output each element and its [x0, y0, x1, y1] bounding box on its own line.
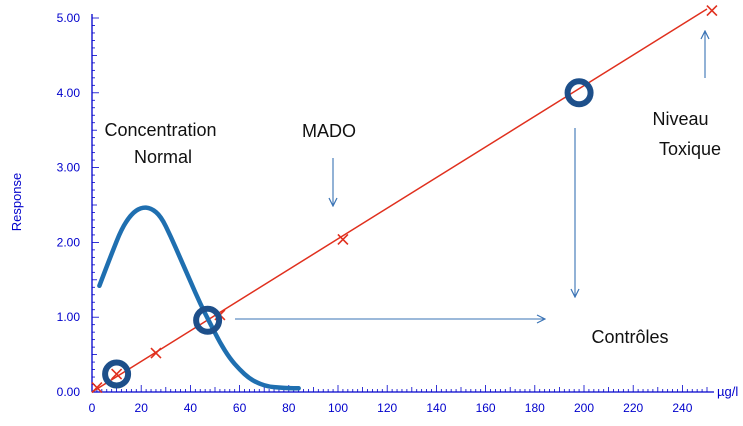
x-tick-label: 180 [525, 401, 545, 415]
y-tick-label: 5.00 [57, 11, 81, 25]
standard-marker [111, 368, 123, 380]
x-tick-label: 60 [233, 401, 247, 415]
annotation-controles: Contrôles [591, 327, 668, 347]
x-tick-label: 120 [377, 401, 397, 415]
annotations: Concentration Normal MADO Niveau Toxique… [104, 109, 721, 347]
annotation-controles-line-1: Contrôles [591, 327, 668, 347]
annotation-arrows [235, 31, 705, 319]
x-tick-label: 100 [328, 401, 348, 415]
calibration-line [91, 8, 708, 393]
x-tick-label: 0 [89, 401, 96, 415]
annotation-toxique-line-1: Niveau [652, 109, 708, 129]
annotation-toxique: Niveau Toxique [652, 109, 721, 159]
y-tick-label: 1.00 [57, 310, 81, 324]
standard-marker [337, 233, 349, 245]
normal-distribution-curve [97, 205, 301, 391]
control-point-ring [193, 305, 223, 335]
y-minor-ticks [92, 17, 99, 393]
standard-marker [150, 347, 162, 359]
control-point-ring [102, 359, 132, 389]
annotation-toxique-line-2: Toxique [659, 139, 721, 159]
y-tick-label: 0.00 [57, 385, 81, 399]
y-axis-title: Response [9, 173, 24, 232]
annotation-mado-line-1: MADO [302, 121, 356, 141]
x-axis-title: µg/l [717, 384, 738, 399]
standard-marker [706, 4, 718, 17]
x-tick-label: 240 [672, 401, 692, 415]
x-tick-label: 80 [282, 401, 296, 415]
x-tick-label: 160 [476, 401, 496, 415]
annotation-concentration-line-2: Normal [134, 147, 192, 167]
standard-marker [91, 381, 103, 394]
plot-area [91, 4, 718, 394]
y-tick-label: 3.00 [57, 161, 81, 175]
x-tick-label: 140 [426, 401, 446, 415]
control-point-ring [564, 78, 594, 108]
y-tick-label: 4.00 [57, 86, 81, 100]
annotation-concentration-line-1: Concentration [104, 120, 216, 140]
annotation-concentration: Concentration Normal [104, 120, 221, 167]
x-minor-ticks [91, 385, 708, 392]
x-tick-label: 220 [623, 401, 643, 415]
x-tick-label: 200 [574, 401, 594, 415]
annotation-mado: MADO [302, 121, 356, 141]
y-tick-labels: 0.00 1.00 2.00 3.00 4.00 5.00 [57, 11, 81, 399]
x-tick-labels: 0 20 40 60 80 100 120 140 160 180 200 220 240 [89, 401, 693, 415]
y-tick-label: 2.00 [57, 235, 81, 249]
x-tick-label: 40 [184, 401, 198, 415]
axes: 0 20 40 60 80 100 120 140 160 180 200 220 240 0.00 1.… [9, 11, 738, 415]
x-tick-label: 20 [135, 401, 149, 415]
